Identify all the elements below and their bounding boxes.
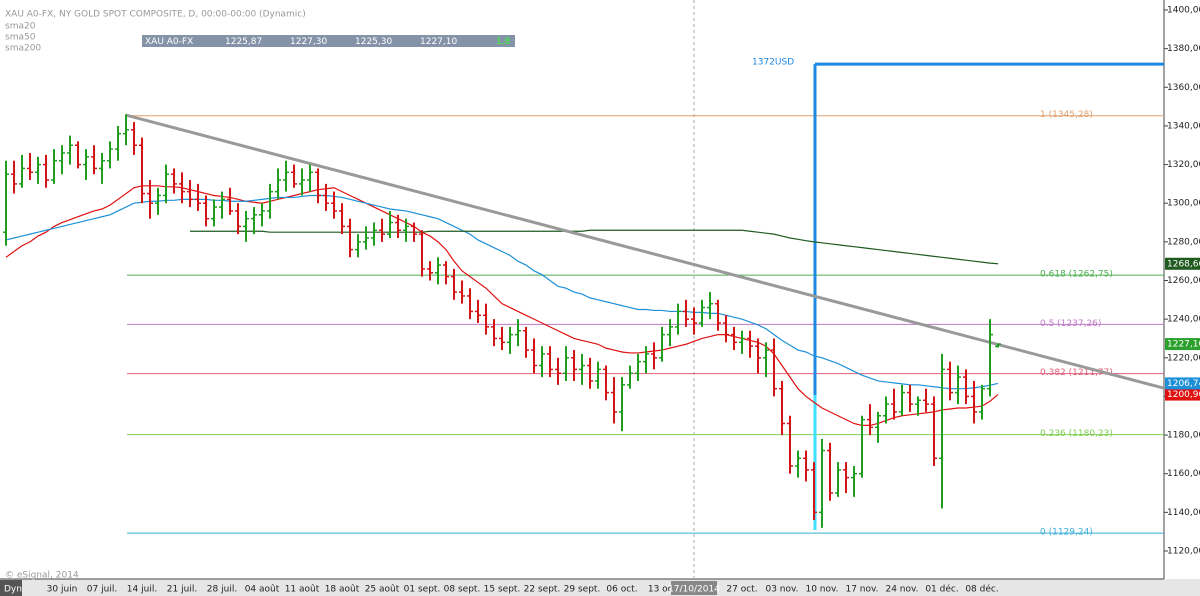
x-tick-label: 10 nov. <box>805 585 838 595</box>
y-tick-label: 1240,00 <box>1167 315 1200 325</box>
fib-label: 0.618 (1262,75) <box>1040 270 1113 280</box>
sma-line <box>5 194 999 390</box>
mode-label: Dyn <box>4 585 22 595</box>
y-tick-label: 1160,00 <box>1167 469 1200 479</box>
y-tick-label: 1120,00 <box>1167 547 1200 557</box>
y-tick-label: 1220,00 <box>1167 353 1200 363</box>
close-label: 1227,10 <box>1167 340 1200 350</box>
x-tick-label: 25 août <box>365 585 400 595</box>
y-tick-label: 1140,00 <box>1167 508 1200 518</box>
info-open: 1225,87 <box>225 37 262 47</box>
x-tick-label: 01 sept. <box>404 585 441 595</box>
x-tick-label: 21 juil. <box>167 585 197 595</box>
x-tick-label: 06 oct. <box>606 585 637 595</box>
x-tick-label: 07 juil. <box>87 585 117 595</box>
y-tick-label: 1400,00 <box>1167 6 1200 16</box>
x-tick-label: 08 sept. <box>444 585 481 595</box>
sma-last-label: 1200,96 <box>1167 390 1200 400</box>
x-tick-label: 08 déc. <box>965 584 998 595</box>
target-label: 1372USD <box>752 58 794 68</box>
info-low: 1225,30 <box>355 37 392 47</box>
cursor-date-label: 17/10/2014 <box>668 585 720 595</box>
x-tick-label: 22 sept. <box>524 585 561 595</box>
sma-line <box>190 229 999 265</box>
fib-label: 0.382 (1211,77) <box>1040 368 1113 378</box>
sma-last-label-box <box>1165 257 1200 270</box>
x-tick-label: 29 sept. <box>564 585 601 595</box>
x-tick-label: 13 oct <box>648 585 677 595</box>
chart-title: XAU A0-FX, NY GOLD SPOT COMPOSITE, D, 00… <box>5 10 306 20</box>
fib-label: 1 (1345,28) <box>1040 110 1093 120</box>
sma-last-label-box <box>1165 377 1200 390</box>
x-tick-label: 15 sept. <box>484 585 521 595</box>
copyright: © eSignal, 2014 <box>5 571 79 581</box>
x-tick-label: 14 juil. <box>127 585 157 595</box>
mode-box <box>0 580 22 596</box>
y-tick-label: 1260,00 <box>1167 276 1200 286</box>
y-tick-label: 1340,00 <box>1167 121 1200 131</box>
y-tick-label: 1280,00 <box>1167 237 1200 247</box>
x-axis-band <box>0 579 1200 596</box>
x-tick-label: 30 juin <box>47 585 78 595</box>
y-tick-label: 1380,00 <box>1167 44 1200 54</box>
info-close: 1227,10 <box>420 37 457 47</box>
y-tick-label: 1300,00 <box>1167 199 1200 209</box>
y-tick-label: 1180,00 <box>1167 431 1200 441</box>
sma-last-label: 1268,66 <box>1167 259 1200 269</box>
legend-entry: sma50 <box>5 33 36 43</box>
trendline <box>125 113 1167 391</box>
x-tick-label: 24 nov. <box>885 585 918 595</box>
y-tick-label: 1320,00 <box>1167 160 1200 170</box>
sma-last-label: 1206,74 <box>1167 379 1200 389</box>
x-tick-label: 18 août <box>325 585 360 595</box>
cursor-date-box <box>671 581 717 595</box>
x-tick-label: 28 juil. <box>207 585 237 595</box>
sma-last-label-box <box>1165 388 1200 401</box>
info-change: 1,8 <box>496 37 511 47</box>
legend-entry: sma200 <box>5 44 41 54</box>
info-symbol: XAU A0-FX <box>145 37 193 47</box>
y-tick-label: 1360,00 <box>1167 83 1200 93</box>
x-tick-label: 03 nov. <box>765 585 798 595</box>
fib-label: 0.236 (1180,23) <box>1040 429 1113 439</box>
x-tick-label: 01 déc. <box>925 584 958 595</box>
x-tick-label: 04 août <box>245 585 280 595</box>
x-tick-label: 27 oct. <box>726 585 757 595</box>
x-tick-label: 17 nov. <box>845 585 878 595</box>
x-tick-label: 11 août <box>285 585 320 595</box>
legend-entry: sma20 <box>5 22 36 32</box>
sma-line <box>5 185 999 427</box>
info-bar <box>142 35 515 47</box>
fib-label: 0 (1129,24) <box>1040 528 1093 538</box>
info-high: 1227,30 <box>290 37 327 47</box>
close-label-box <box>1165 338 1200 351</box>
fib-label: 0.5 (1237,26) <box>1040 319 1101 329</box>
